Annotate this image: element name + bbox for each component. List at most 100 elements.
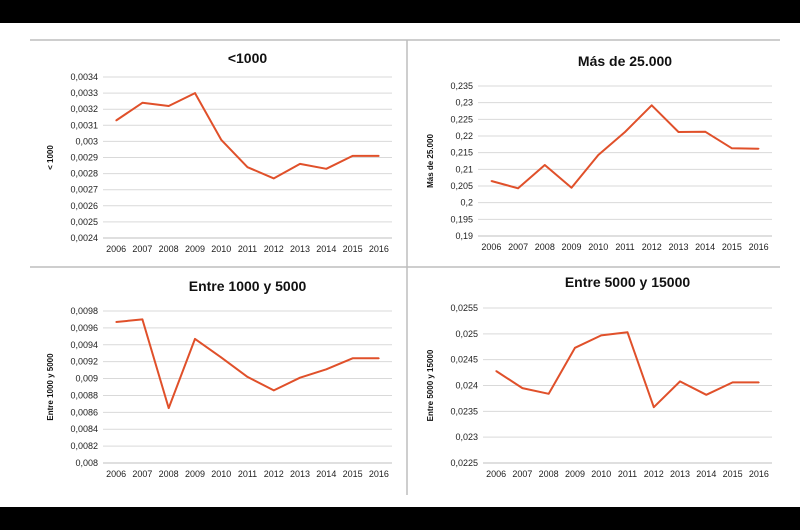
y-tick-label: 0,0027	[70, 185, 98, 195]
y-tick-label: 0,215	[450, 148, 473, 158]
y-tick-label: 0,0082	[70, 441, 98, 451]
x-tick-label: 2016	[749, 469, 769, 479]
x-tick-label: 2013	[290, 469, 310, 479]
x-tick-label: 2008	[159, 244, 179, 254]
data-point	[600, 334, 603, 337]
y-tick-label: 0,0084	[70, 424, 98, 434]
data-point	[194, 338, 196, 340]
y-tick-label: 0,0031	[70, 120, 98, 130]
y-axis-label: Entre 1000 y 5000	[46, 353, 55, 421]
y-tick-label: 0,2	[460, 198, 473, 208]
y-tick-label: 0,003	[75, 136, 98, 146]
x-tick-label: 2006	[106, 244, 126, 254]
y-tick-label: 0,0255	[450, 303, 478, 313]
x-tick-label: 2007	[512, 469, 532, 479]
x-tick-label: 2015	[723, 469, 743, 479]
x-tick-label: 2008	[159, 469, 179, 479]
x-tick-label: 2010	[211, 469, 231, 479]
data-point	[705, 394, 708, 396]
x-tick-label: 2012	[264, 244, 284, 254]
x-tick-label: 2014	[316, 244, 336, 254]
chart-entre-5000-y-15000: Entre 5000 y 15000 Entre 5000 y 15000 0,02…	[426, 274, 772, 479]
y-tick-label: 0,025	[455, 329, 478, 339]
data-point	[570, 186, 573, 189]
data-point	[220, 138, 223, 141]
data-point	[299, 163, 301, 165]
y-axis-label: < 1000	[46, 145, 55, 170]
chart-title: Entre 5000 y 15000	[565, 274, 691, 290]
series-line	[115, 92, 379, 180]
y-tick-label: 0,0235	[450, 406, 478, 416]
y-tick-label: 0,0094	[70, 340, 98, 350]
y-tick-label: 0,195	[450, 214, 473, 224]
y-axis-label: Entre 5000 y 15000	[426, 349, 435, 421]
charts-canvas: <1000 < 1000 0,0024 0,0025 0,0026 0,0027 0,002…	[30, 39, 780, 495]
x-tick-label: 2008	[535, 242, 555, 252]
x-tick-label: 2012	[644, 469, 664, 479]
y-tick-label: 0,21	[455, 164, 473, 174]
data-point	[115, 321, 117, 323]
y-tick-label: 0,0029	[70, 153, 98, 163]
data-point	[299, 376, 301, 379]
data-point	[272, 177, 275, 180]
y-tick-label: 0,19	[455, 231, 473, 241]
data-point	[272, 389, 275, 392]
data-point	[167, 407, 170, 409]
series-line	[495, 331, 759, 409]
data-point	[521, 387, 524, 389]
x-tick-label: 2014	[316, 469, 336, 479]
chart-title: <1000	[228, 50, 268, 66]
x-tick-label: 2016	[369, 244, 389, 254]
x-tick-label: 2014	[695, 242, 715, 252]
data-point	[731, 381, 734, 384]
y-tick-label: 0,0028	[70, 169, 98, 179]
y-tick-label: 0,0086	[70, 407, 98, 417]
data-point	[378, 357, 380, 360]
y-tick-label: 0,0245	[450, 355, 478, 365]
y-tick-label: 0,008	[75, 458, 98, 468]
data-point	[325, 167, 328, 170]
data-point	[495, 370, 497, 372]
data-point	[597, 154, 600, 156]
data-point	[220, 356, 223, 359]
chart-title: Entre 1000 y 5000	[189, 278, 307, 294]
x-tick-label: 2012	[642, 242, 662, 252]
y-tick-label: 0,0088	[70, 390, 98, 400]
x-tick-label: 2013	[290, 244, 310, 254]
chart-lt-1000: <1000 < 1000 0,0024 0,0025 0,0026 0,0027 0,002…	[46, 50, 392, 254]
data-point	[246, 166, 249, 168]
y-tick-label: 0,0024	[70, 233, 98, 243]
x-tick-label: 2009	[185, 469, 205, 479]
y-tick-label: 0,0026	[70, 201, 98, 211]
data-point	[731, 147, 733, 150]
y-tick-label: 0,225	[450, 114, 473, 124]
x-tick-label: 2010	[588, 242, 608, 252]
data-point	[141, 318, 144, 321]
y-tick-label: 0,009	[75, 374, 98, 384]
data-point	[378, 155, 380, 157]
data-point	[679, 380, 681, 383]
x-tick-label: 2010	[211, 244, 231, 254]
x-tick-label: 2011	[615, 242, 634, 252]
y-tick-label: 0,0092	[70, 357, 98, 367]
x-tick-label: 2013	[668, 242, 688, 252]
chart-entre-1000-y-5000: Entre 1000 y 5000 Entre 1000 y 5000 0,008 0…	[46, 278, 392, 479]
x-tick-label: 2009	[562, 242, 582, 252]
y-tick-label: 0,0098	[70, 306, 98, 316]
y-tick-label: 0,024	[455, 381, 478, 391]
data-point	[544, 164, 546, 166]
y-tick-label: 0,0033	[70, 88, 98, 98]
chart-mas-de-25000: Más de 25.000 Más de 25.000 0,19 0,195 0,2 0,…	[426, 53, 772, 252]
y-tick-label: 0,205	[450, 181, 473, 191]
y-tick-label: 0,23	[455, 98, 473, 108]
x-tick-label: 2016	[369, 469, 389, 479]
x-tick-label: 2011	[238, 469, 257, 479]
data-point	[574, 346, 576, 349]
chart-title: Más de 25.000	[578, 53, 672, 69]
y-tick-label: 0,235	[450, 81, 473, 91]
data-point	[758, 381, 760, 384]
data-point	[650, 104, 653, 107]
series-line	[491, 104, 759, 190]
x-tick-label: 2015	[722, 242, 742, 252]
series-line	[116, 318, 379, 410]
